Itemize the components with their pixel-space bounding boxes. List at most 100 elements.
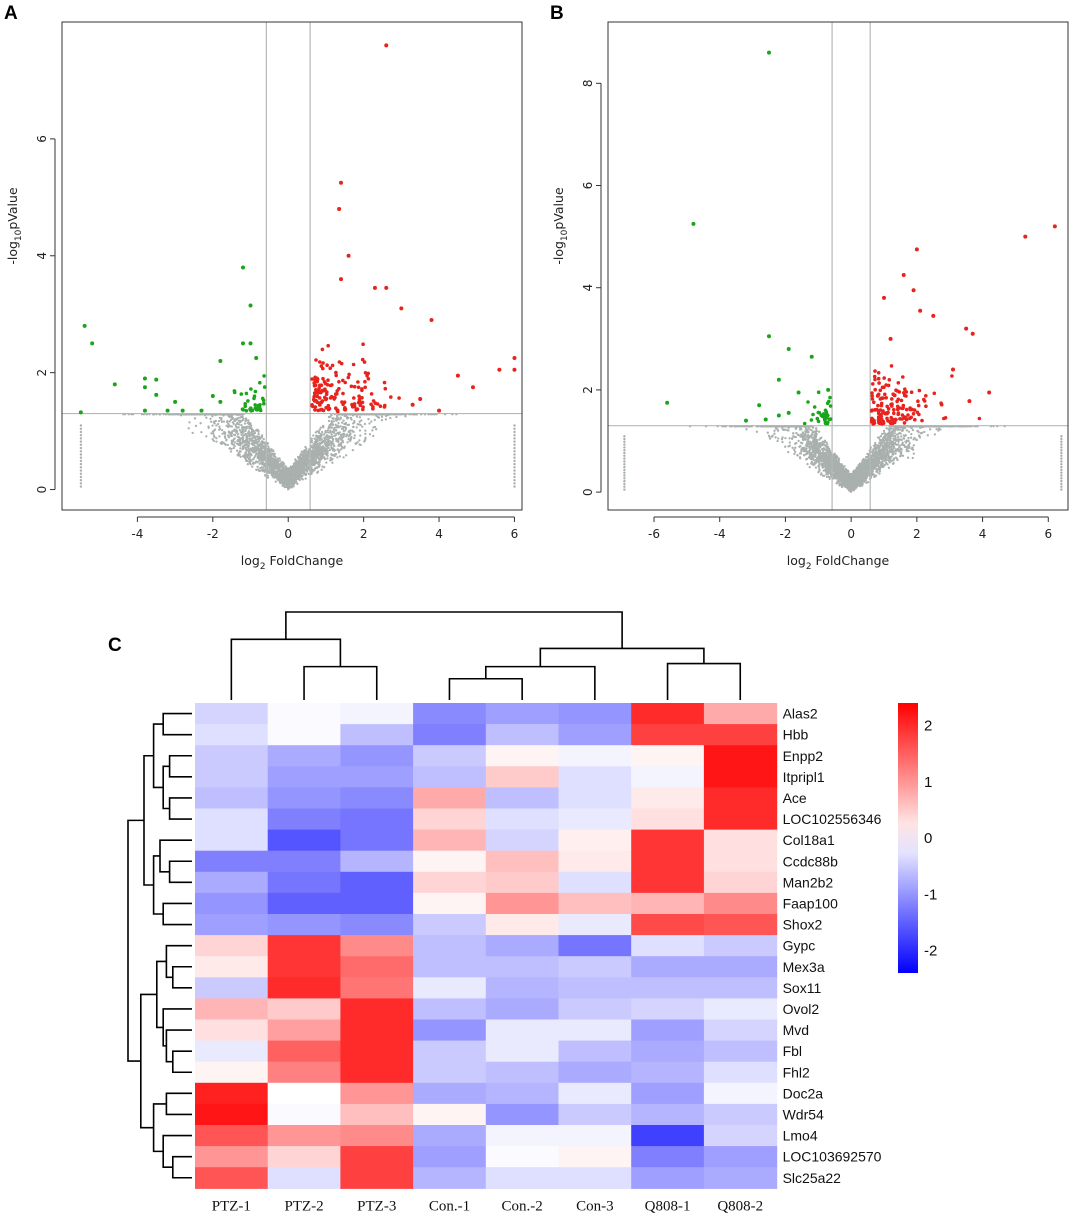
ns-edge-point xyxy=(79,437,83,440)
ns-point xyxy=(253,456,256,459)
up-cluster-point xyxy=(321,376,325,381)
ns-point xyxy=(341,425,345,429)
ns-point xyxy=(302,450,306,453)
ns-point xyxy=(215,440,218,443)
ns-point xyxy=(324,457,327,461)
ns-point xyxy=(327,442,330,446)
down-point xyxy=(240,341,245,346)
ns-point xyxy=(215,424,218,427)
ns-point xyxy=(232,446,235,450)
up-cluster-point xyxy=(363,379,367,384)
ns-point xyxy=(273,466,276,470)
ns-point xyxy=(797,439,800,443)
up-cluster-point xyxy=(323,387,327,392)
up-cluster-point xyxy=(352,396,356,400)
ns-point xyxy=(797,433,800,437)
ns-point xyxy=(232,422,235,425)
ns-point xyxy=(798,452,802,455)
ns-point xyxy=(292,470,295,474)
ns-point xyxy=(261,443,264,446)
ns-point xyxy=(209,417,212,421)
ns-point xyxy=(787,429,790,432)
ns-point xyxy=(222,431,226,434)
ns-point xyxy=(893,450,896,453)
ns-point xyxy=(339,444,343,447)
up-cluster-point xyxy=(375,402,380,406)
ns-point xyxy=(905,445,908,449)
up-cluster-point xyxy=(360,387,364,391)
ns-point xyxy=(299,461,302,464)
ns-edge-point xyxy=(513,434,516,437)
up-cluster-point xyxy=(318,360,322,364)
ns-point xyxy=(878,449,881,453)
x-axis: -4 -2 0 2 4 6 xyxy=(131,516,518,541)
ns-point xyxy=(911,456,914,460)
ns-point xyxy=(353,436,356,440)
ns-point xyxy=(302,464,306,468)
up-point xyxy=(512,367,517,372)
ns-edge-point xyxy=(513,479,516,482)
ns-point xyxy=(349,416,353,420)
ns-point xyxy=(283,471,286,474)
ns-point xyxy=(346,441,349,444)
ns-point xyxy=(246,446,249,449)
ns-point xyxy=(319,426,322,429)
ns-edge-point xyxy=(79,469,83,472)
ns-point xyxy=(286,488,290,491)
x-tick-label: -2 xyxy=(207,527,219,541)
up-cluster-point xyxy=(328,383,333,388)
ns-point xyxy=(270,452,273,455)
ns-point xyxy=(804,438,808,441)
x-axis-label: log2 FoldChange xyxy=(241,553,344,572)
ns-point xyxy=(336,456,339,459)
ns-point xyxy=(331,461,334,464)
y-tick-label: 4 xyxy=(35,252,49,260)
ns-point xyxy=(902,443,905,447)
ns-point xyxy=(257,440,261,443)
ns-point xyxy=(244,451,247,455)
ns-point xyxy=(199,422,202,425)
ns-point xyxy=(929,428,932,431)
ns-point xyxy=(256,465,259,468)
ns-point xyxy=(342,456,345,459)
ns-point xyxy=(212,432,215,435)
ns-point xyxy=(809,428,812,431)
ns-point xyxy=(238,428,242,432)
ns-point xyxy=(248,427,251,430)
ns-point xyxy=(304,477,307,480)
ns-edge-point xyxy=(513,459,516,463)
ns-edge-point xyxy=(513,440,516,443)
ns-point xyxy=(799,457,802,460)
ns-point xyxy=(307,472,310,476)
ns-point xyxy=(244,419,247,422)
ns-edge-point xyxy=(79,475,83,479)
ns-point xyxy=(284,481,287,485)
up-cluster-point xyxy=(324,406,328,410)
down-cluster-point xyxy=(249,387,253,391)
ns-point xyxy=(801,432,804,435)
ns-point xyxy=(235,426,238,429)
ns-point xyxy=(787,450,790,454)
ns-point xyxy=(325,431,328,434)
up-cluster-point xyxy=(355,407,360,411)
up-point xyxy=(339,277,344,282)
up-point xyxy=(384,43,389,48)
ns-point xyxy=(329,431,332,434)
ns-point xyxy=(341,441,345,444)
ns-point xyxy=(368,433,372,436)
ns-point xyxy=(228,447,232,450)
ns-point xyxy=(205,416,208,419)
ns-point xyxy=(327,431,331,434)
x-tick-label: 2 xyxy=(360,527,368,541)
ns-point xyxy=(310,441,314,444)
ns-point xyxy=(336,415,339,418)
ns-point xyxy=(260,459,263,463)
ns-point xyxy=(404,415,407,418)
up-cluster-point xyxy=(363,385,368,390)
ns-point xyxy=(246,425,249,428)
ns-point xyxy=(810,462,813,465)
down-cluster-point xyxy=(246,399,250,403)
ns-point xyxy=(314,456,318,460)
ns-point xyxy=(347,438,350,441)
ns-point xyxy=(218,427,222,430)
